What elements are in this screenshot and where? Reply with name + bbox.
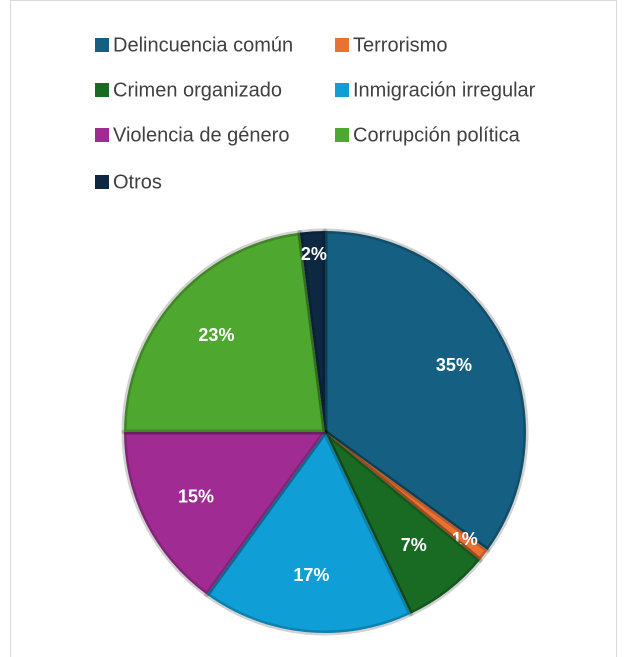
- legend-swatch: [335, 38, 349, 52]
- legend-swatch: [95, 128, 109, 142]
- pie-slice: [121, 429, 328, 598]
- legend-swatch: [335, 83, 349, 97]
- data-label: 7%: [401, 535, 427, 555]
- data-label: 2%: [301, 244, 327, 264]
- pie-slice: [322, 429, 491, 563]
- legend-label: Inmigración irregular: [353, 79, 536, 101]
- legend-label: Otros: [113, 171, 162, 193]
- legend-swatch: [95, 175, 109, 189]
- pie-slice: [297, 228, 328, 435]
- legend-swatch: [335, 128, 349, 142]
- legend-label: Violencia de género: [113, 124, 289, 146]
- pie-slice: [204, 429, 414, 636]
- legend-label: Crimen organizado: [113, 79, 282, 101]
- pie-slice: [121, 230, 328, 435]
- pie-slice: [322, 429, 483, 617]
- legend-label: Delincuencia común: [113, 34, 293, 56]
- data-label: 15%: [178, 486, 214, 506]
- legend-label: Terrorismo: [353, 34, 447, 56]
- data-label: 17%: [293, 565, 329, 585]
- data-label: 35%: [436, 355, 472, 375]
- legend-label: Corrupción política: [353, 124, 521, 146]
- legend-swatch: [95, 83, 109, 97]
- legend-swatch: [95, 38, 109, 52]
- data-label: 23%: [198, 325, 234, 345]
- pie-slice: [322, 228, 529, 553]
